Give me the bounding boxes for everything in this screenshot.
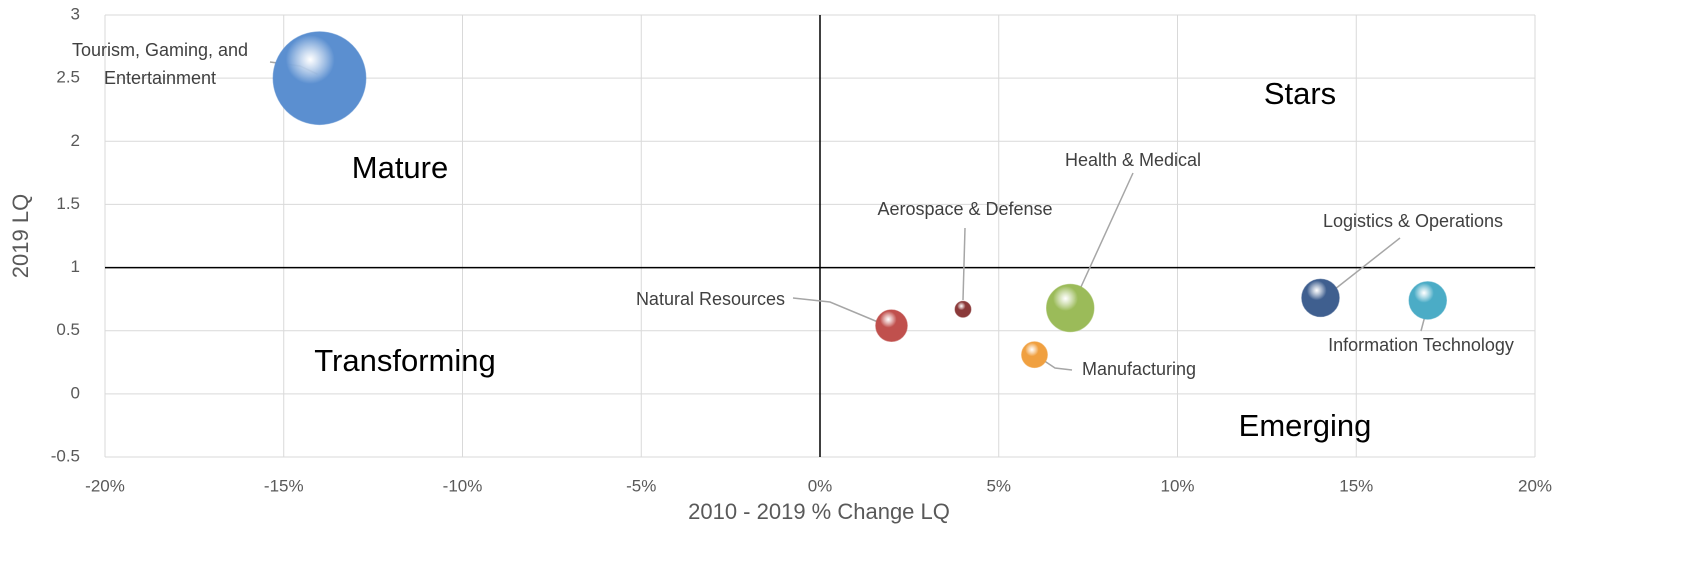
- x-tick-label: 5%: [986, 476, 1011, 495]
- y-tick-label: 1.5: [56, 194, 80, 213]
- bubble: [1408, 281, 1448, 320]
- x-tick-label: -15%: [264, 476, 304, 495]
- y-tick-label: 2.5: [56, 68, 80, 87]
- y-tick-label: 0.5: [56, 320, 80, 339]
- bubble-label: Information Technology: [1328, 335, 1514, 355]
- y-tick-label: 1: [71, 257, 80, 276]
- leader-line: [962, 227, 966, 301]
- bubble-label: Logistics & Operations: [1323, 211, 1503, 231]
- x-tick-label: -10%: [443, 476, 483, 495]
- x-axis-title: 2010 - 2019 % Change LQ: [688, 499, 950, 524]
- bubble-label: Aerospace & Defense: [877, 199, 1052, 219]
- y-tick-label: 3: [71, 4, 80, 23]
- bubble-label: Manufacturing: [1082, 359, 1196, 379]
- x-tick-label: 0%: [808, 476, 833, 495]
- bubble: [1021, 341, 1048, 369]
- bubble-label: Health & Medical: [1065, 150, 1201, 170]
- leader-line: [1074, 172, 1134, 301]
- x-tick-label: 15%: [1339, 476, 1373, 495]
- quadrant-label: Mature: [352, 150, 448, 185]
- x-tick-label: 20%: [1518, 476, 1552, 495]
- bubble: [954, 300, 972, 318]
- y-axis-title: 2019 LQ: [8, 194, 33, 278]
- quadrant-label: Stars: [1264, 76, 1336, 111]
- bubble: [875, 309, 908, 342]
- x-tick-label: -5%: [626, 476, 656, 495]
- quadrant-label: Emerging: [1239, 408, 1372, 443]
- leader-line: [792, 297, 879, 323]
- y-tick-label: 0: [71, 383, 80, 402]
- x-tick-label: -20%: [85, 476, 125, 495]
- y-tick-label: -0.5: [51, 446, 80, 465]
- bubble-label: Tourism, Gaming, and Entertainment: [71, 40, 249, 88]
- y-tick-label: 2: [71, 131, 80, 150]
- bubble: [272, 31, 367, 126]
- quadrant-label: Transforming: [314, 343, 495, 378]
- bubble: [1301, 278, 1340, 318]
- x-tick-label: 10%: [1160, 476, 1194, 495]
- bubble-label: Natural Resources: [636, 289, 785, 309]
- bubble: [1046, 283, 1095, 333]
- leader-line: [1329, 237, 1401, 294]
